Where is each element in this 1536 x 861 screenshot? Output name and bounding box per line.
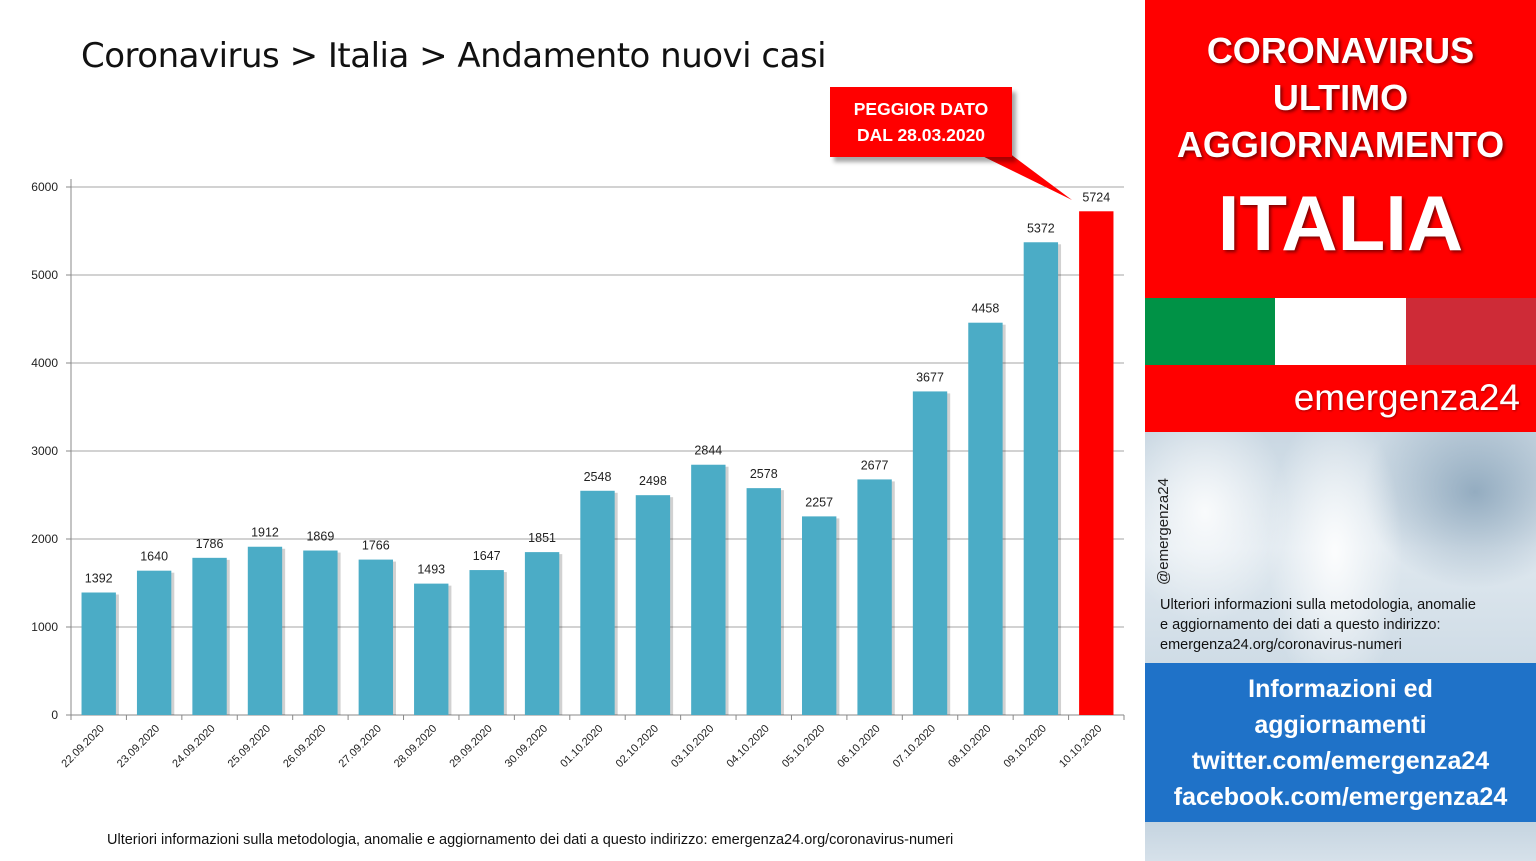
flag-white-stripe <box>1275 298 1406 365</box>
y-tick-label: 5000 <box>31 268 58 282</box>
bar <box>857 479 892 715</box>
sidebar-note-line1: Ulteriori informazioni sulla metodologia… <box>1160 597 1476 613</box>
data-label: 1392 <box>85 572 113 586</box>
y-tick-label: 1000 <box>31 620 58 634</box>
headline-ultimo: ULTIMO <box>1272 77 1409 118</box>
x-tick-label: 23.09.2020 <box>115 723 162 770</box>
sidebar: CORONAVIRUS ULTIMO AGGIORNAMENTO ITALIA … <box>1145 0 1536 861</box>
bar <box>303 550 338 715</box>
bar <box>635 495 671 715</box>
bar <box>414 583 449 715</box>
bar <box>1023 242 1059 715</box>
data-label: 2548 <box>584 470 612 484</box>
x-tick-label: 03.10.2020 <box>669 723 716 770</box>
x-tick-label: 05.10.2020 <box>780 723 827 770</box>
data-label: 2578 <box>750 467 778 481</box>
flag-green-stripe <box>1145 298 1276 365</box>
headline-coronavirus: CORONAVIRUS <box>1206 30 1475 71</box>
chart-panel: Coronavirus > Italia > Andamento nuovi c… <box>31 36 1125 848</box>
x-tick-label: 25.09.2020 <box>226 723 273 770</box>
flag-red-stripe <box>1405 298 1536 365</box>
x-tick-label: 02.10.2020 <box>614 723 661 770</box>
x-tick-label: 06.10.2020 <box>835 723 882 770</box>
data-label: 2844 <box>694 444 722 458</box>
bar <box>912 391 948 715</box>
data-label: 5372 <box>1027 221 1055 235</box>
bar-chart: 0 1000 2000 3000 4000 5000 6000 1392 22.09.2020 1… <box>31 179 1125 770</box>
data-label: 1493 <box>417 563 445 577</box>
info-panel: Informazioni ed aggiornamenti twitter.co… <box>1145 663 1536 822</box>
bottom-strip <box>1145 822 1536 861</box>
bar <box>192 557 227 715</box>
data-label: 2498 <box>639 474 667 488</box>
data-label: 1640 <box>140 550 168 564</box>
y-tick-label: 0 <box>51 708 58 722</box>
x-tick-label: 10.10.2020 <box>1057 723 1104 770</box>
x-tick-label: 29.09.2020 <box>447 723 494 770</box>
data-label: 1786 <box>196 537 224 551</box>
brand-logo: emergenza24 <box>1293 377 1520 418</box>
twitter-link[interactable]: twitter.com/emergenza24 <box>1191 747 1490 775</box>
data-label: 5724 <box>1082 190 1110 204</box>
bar <box>580 490 615 715</box>
data-label: 1912 <box>251 526 279 540</box>
info-line-2: aggiornamenti <box>1254 711 1427 739</box>
sidebar-note-line3[interactable]: emergenza24.org/coronavirus-numeri <box>1160 637 1402 653</box>
bar <box>469 570 504 715</box>
headline-country: ITALIA <box>1217 179 1464 267</box>
x-tick-label: 27.09.2020 <box>337 723 384 770</box>
bar <box>136 570 172 715</box>
y-tick-label: 3000 <box>31 444 58 458</box>
x-tick-label: 04.10.2020 <box>724 723 771 770</box>
data-label: 1647 <box>473 549 501 563</box>
bar <box>968 322 1003 715</box>
data-label: 1869 <box>306 530 334 544</box>
brand-bar: emergenza24 <box>1145 365 1536 432</box>
info-line-1: Informazioni ed <box>1248 675 1433 703</box>
bar <box>691 464 726 715</box>
data-label: 2677 <box>861 458 889 472</box>
y-tick-label: 6000 <box>31 180 58 194</box>
data-label: 2257 <box>805 495 833 509</box>
callout-line2: DAL 28.03.2020 <box>856 125 986 145</box>
bar <box>247 546 283 715</box>
data-label: 1766 <box>362 539 390 553</box>
sidebar-note-line2: e aggiornamento dei dati a questo indiri… <box>1160 617 1441 633</box>
bar <box>358 559 393 715</box>
x-tick-label: 08.10.2020 <box>946 723 993 770</box>
y-tick-label: 2000 <box>31 532 58 546</box>
italian-flag <box>1145 298 1536 365</box>
x-tick-label: 09.10.2020 <box>1002 723 1049 770</box>
sidebar-note: Ulteriori informazioni sulla metodologia… <box>1160 595 1530 655</box>
background-photo <box>1145 432 1536 663</box>
data-label: 3677 <box>916 370 944 384</box>
bar <box>746 488 781 715</box>
callout-line1: PEGGIOR DATO <box>853 99 989 119</box>
bar <box>81 592 116 715</box>
x-tick-label: 28.09.2020 <box>392 723 439 770</box>
bar <box>802 516 837 715</box>
twitter-handle: @emergenza24 <box>1155 478 1172 585</box>
headline-panel: CORONAVIRUS ULTIMO AGGIORNAMENTO ITALIA <box>1145 0 1536 298</box>
bar <box>524 552 560 715</box>
headline-aggiornamento: AGGIORNAMENTO <box>1176 124 1505 165</box>
data-label: 4458 <box>972 302 1000 316</box>
bar-highlight <box>1079 211 1114 715</box>
data-label: 1851 <box>528 531 556 545</box>
x-tick-label: 24.09.2020 <box>170 723 217 770</box>
x-tick-label: 07.10.2020 <box>891 723 938 770</box>
y-tick-label: 4000 <box>31 356 58 370</box>
callout-badge: PEGGIOR DATO DAL 28.03.2020 <box>830 87 1012 157</box>
facebook-link[interactable]: facebook.com/emergenza24 <box>1173 783 1508 811</box>
x-tick-label: 22.09.2020 <box>59 723 106 770</box>
x-tick-label: 26.09.2020 <box>281 723 328 770</box>
x-tick-label: 01.10.2020 <box>558 723 605 770</box>
x-tick-label: 30.09.2020 <box>503 723 550 770</box>
footer-note: Ulteriori informazioni sulla metodologia… <box>107 832 954 848</box>
page-title: Coronavirus > Italia > Andamento nuovi c… <box>81 36 827 76</box>
